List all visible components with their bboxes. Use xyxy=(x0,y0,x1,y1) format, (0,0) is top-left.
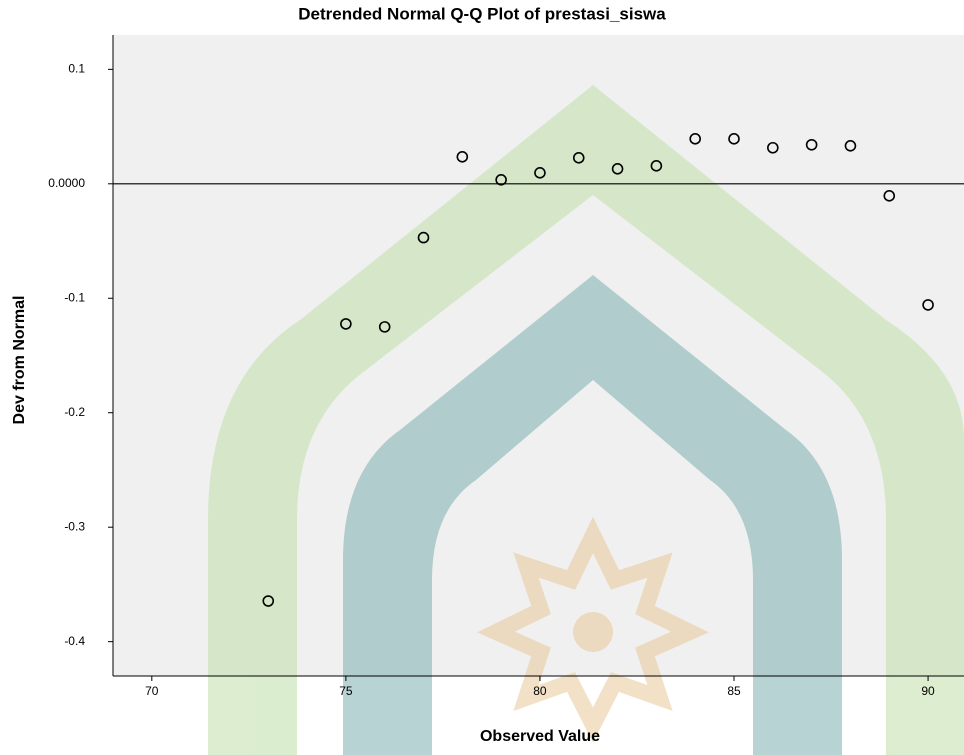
y-tick-label: 0.1 xyxy=(68,62,85,76)
point xyxy=(844,140,857,152)
point xyxy=(340,318,352,330)
x-tick-label: 90 xyxy=(921,684,935,698)
point xyxy=(611,163,624,175)
point xyxy=(650,160,663,172)
point xyxy=(883,190,896,202)
point xyxy=(767,141,779,154)
watermark xyxy=(208,85,964,755)
y-tick-label: -0.1 xyxy=(64,290,85,304)
x-tick-label: 75 xyxy=(339,684,353,698)
watermark-star xyxy=(477,516,709,743)
point xyxy=(689,133,701,145)
point xyxy=(534,167,546,179)
x-tick-label: 80 xyxy=(533,684,547,698)
point xyxy=(456,150,469,163)
point xyxy=(728,133,740,145)
point xyxy=(495,173,507,186)
y-tick-label: 0.0000 xyxy=(48,176,85,190)
chart-title: Detrended Normal Q-Q Plot of prestasi_si… xyxy=(298,4,666,23)
y-tick-label: -0.2 xyxy=(64,405,85,419)
y-tick-label: -0.3 xyxy=(64,519,85,533)
point xyxy=(805,138,818,151)
point xyxy=(922,299,934,311)
point xyxy=(262,595,275,607)
watermark-dot xyxy=(573,612,613,652)
y-tick-label: -0.4 xyxy=(64,634,85,648)
x-tick-label: 70 xyxy=(145,684,159,698)
watermark-inner-arch xyxy=(343,275,842,755)
point xyxy=(417,231,430,244)
point xyxy=(378,321,391,333)
watermark-arch xyxy=(208,85,964,755)
x-tick-label: 85 xyxy=(727,684,741,698)
x-axis-title: Observed Value xyxy=(480,728,600,745)
y-axis-title: Dev from Normal xyxy=(11,296,28,425)
point xyxy=(572,152,585,164)
